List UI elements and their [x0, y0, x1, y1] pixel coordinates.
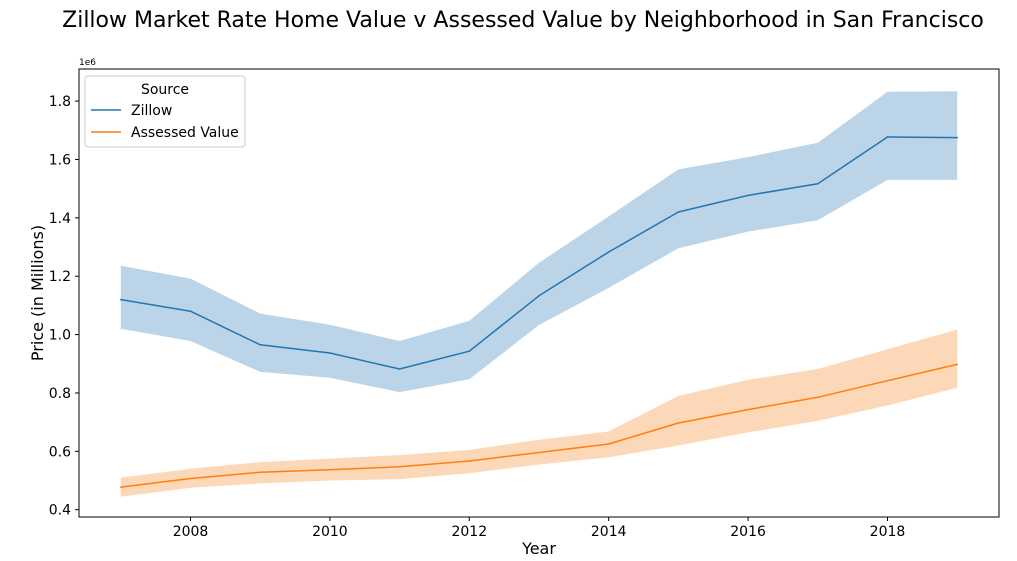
zillow-point-2011 — [398, 368, 401, 370]
assessed-value-point-2009 — [259, 471, 262, 474]
legend-label-zillow: Zillow — [131, 103, 172, 119]
y-tick-label-1.8: 1.8 — [49, 94, 71, 110]
zillow-point-2017 — [817, 182, 819, 185]
legend-label-assessed-value: Assessed Value — [131, 125, 239, 141]
zillow-point-2007 — [120, 298, 122, 301]
y-tick-label-1.2: 1.2 — [49, 269, 71, 285]
assessed-value-point-2014 — [607, 443, 610, 445]
zillow-point-2008 — [189, 310, 192, 313]
y-tick-label-1.6: 1.6 — [49, 152, 71, 168]
y-tick-label-0.6: 0.6 — [49, 444, 71, 460]
assessed-value-point-2017 — [817, 396, 819, 399]
confidence-bands — [120, 91, 958, 497]
y-tick-label-0.4: 0.4 — [49, 503, 71, 519]
assessed-value-point-2012 — [468, 460, 471, 462]
zillow-point-2016 — [747, 194, 749, 197]
assessed-value-confidence-band — [120, 329, 958, 497]
x-tick-label-2012: 2012 — [451, 524, 487, 540]
y-tick-label-1.4: 1.4 — [49, 211, 71, 227]
x-tick-label-2016: 2016 — [730, 524, 766, 540]
assessed-value-point-2010 — [329, 468, 331, 471]
zillow-point-2015 — [677, 211, 680, 213]
legend: Source Zillow Assessed Value — [84, 75, 246, 148]
plot-frame — [78, 68, 1000, 518]
zillow-point-2014 — [607, 251, 610, 253]
zillow-point-2009 — [259, 344, 262, 346]
assessed-value-point-2015 — [677, 422, 680, 424]
chart-title: Zillow Market Rate Home Value v Assessed… — [62, 8, 984, 33]
assessed-value-point-2016 — [747, 408, 749, 411]
zillow-point-2019 — [956, 136, 958, 139]
y-tick-label-1.0: 1.0 — [49, 328, 71, 344]
assessed-value-point-2011 — [398, 466, 401, 468]
y-axis-label: Price (in Millions) — [28, 225, 47, 361]
legend-box — [84, 75, 246, 148]
y-offset-label: 1e6 — [79, 58, 96, 68]
legend-title: Source — [141, 82, 189, 98]
x-axis-ticks: 2008 2010 2012 2014 2016 2018 — [173, 517, 906, 540]
zillow-point-2018 — [886, 136, 889, 138]
assessed-value-point-2019 — [956, 363, 958, 366]
assessed-value-point-2007 — [120, 486, 122, 489]
series-lines — [120, 136, 958, 489]
x-tick-label-2008: 2008 — [173, 524, 209, 540]
x-tick-label-2018: 2018 — [870, 524, 906, 540]
y-axis-ticks: 0.4 0.6 0.8 1.0 1.2 1.4 1.6 1.8 — [49, 94, 79, 519]
assessed-value-point-2013 — [538, 451, 540, 454]
x-axis-label: Year — [521, 539, 556, 558]
zillow-point-2010 — [329, 352, 331, 354]
assessed-value-point-2018 — [886, 379, 889, 382]
assessed-value-point-2008 — [189, 477, 192, 480]
zillow-confidence-band — [120, 91, 958, 393]
zillow-point-2013 — [538, 295, 540, 297]
x-tick-label-2010: 2010 — [312, 524, 348, 540]
zillow-point-2012 — [468, 350, 471, 353]
x-tick-label-2014: 2014 — [591, 524, 627, 540]
y-tick-label-0.8: 0.8 — [49, 386, 71, 402]
